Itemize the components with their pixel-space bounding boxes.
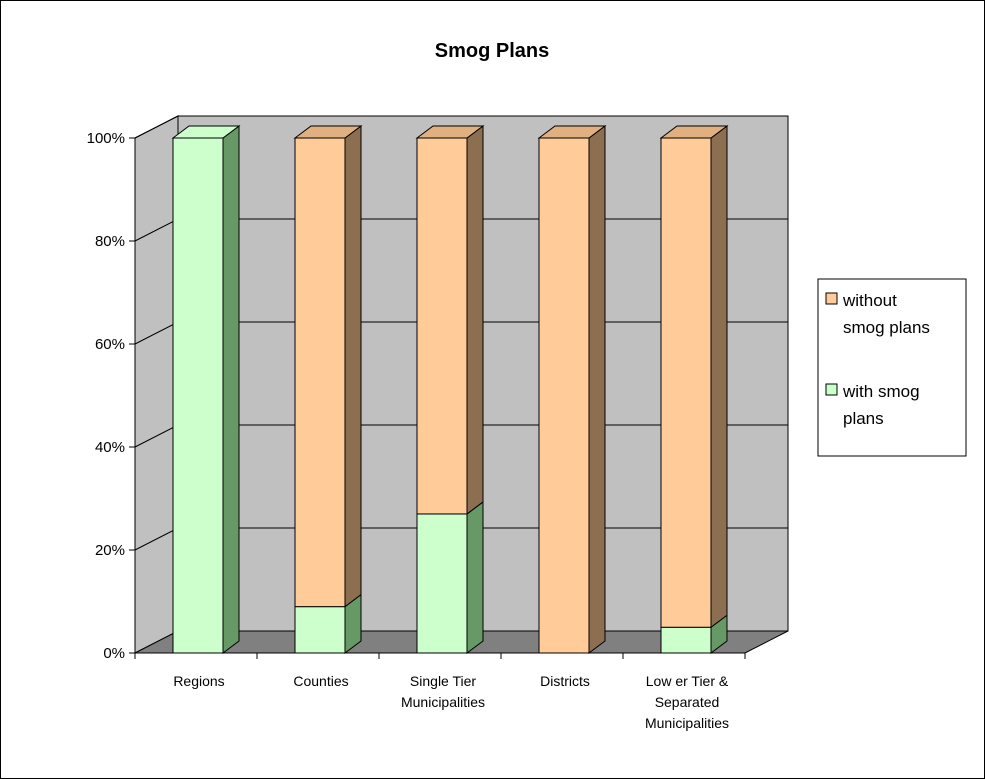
bar-top — [415, 125, 485, 139]
axes: 0% 20% 40% 60% 80% 100% Regions Counties Single … — [87, 130, 746, 731]
bar-top — [659, 125, 729, 139]
y-tick-label: 20% — [95, 542, 125, 559]
bar-top — [293, 125, 363, 139]
y-tick-label: 100% — [87, 130, 125, 147]
y-tick-label: 40% — [95, 439, 125, 456]
bar-side — [222, 125, 240, 654]
y-tick-label: 0% — [103, 645, 125, 662]
x-tick-label: Counties — [293, 673, 348, 689]
x-tick-label: Low er Tier & Separated Municipalities — [645, 673, 729, 731]
x-tick-label: Regions — [173, 673, 224, 689]
gridline — [134, 115, 788, 139]
bar-segment — [660, 626, 712, 654]
bar-segment — [416, 137, 468, 515]
bar-segment — [294, 606, 346, 654]
bar-side — [466, 125, 484, 515]
bar-segment — [538, 137, 590, 654]
bar-segment — [416, 513, 468, 654]
x-tick-label: Single Tier Municipalities — [401, 673, 485, 710]
chart-title: Smog Plans — [435, 40, 549, 62]
y-tick-label: 80% — [95, 233, 125, 250]
bar-segment — [660, 137, 712, 628]
bar-top — [537, 125, 607, 139]
legend-swatch — [825, 383, 838, 396]
bar-segment — [172, 137, 224, 654]
legend-label: without smog plans — [842, 291, 930, 337]
y-tick-label: 60% — [95, 336, 125, 353]
bar-side — [588, 125, 606, 654]
legend-label: with smog plans — [842, 382, 920, 428]
legend-box — [817, 278, 967, 457]
bar-side — [466, 500, 484, 654]
bar-top — [171, 125, 241, 139]
x-tick-label: Districts — [540, 673, 590, 689]
bars — [171, 125, 729, 654]
legend: without smog plans with smog plans — [817, 278, 967, 457]
bar-side — [344, 125, 362, 608]
legend-swatch — [825, 292, 838, 305]
bar-side — [710, 125, 728, 629]
bar-segment — [294, 137, 346, 608]
side-wall — [134, 115, 179, 654]
